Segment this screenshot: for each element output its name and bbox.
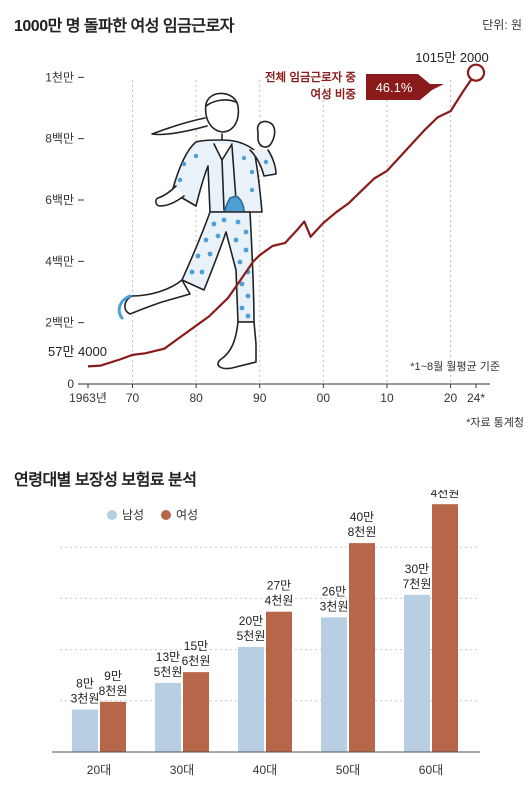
bar-value-label: 8천원 [99,683,128,698]
bar-value-label: 3천원 [71,691,100,706]
vertical-grid [132,80,452,384]
x-tick-label: 10 [380,391,394,405]
bar-value-label: 15만 [184,639,208,653]
female-wage-worker-line [87,72,477,368]
bar-value-label: 4천원 [431,490,460,500]
x-tick-label: 00 [317,391,331,405]
running-woman-illustration [117,92,277,370]
x-tick-label: 24* [467,391,485,405]
bar-value-label: 26만 [322,584,346,598]
chart1-title: 1000만 명 돌파한 여성 임금근로자 [14,18,235,35]
bar-female [266,611,292,752]
y-tick-label: 0 [67,377,74,391]
x-axis-labels: 20대 30대 40대 50대 60대 [87,763,443,777]
bar-value-label: 5천원 [154,664,183,679]
legend-swatch-female [161,510,171,520]
legend-label-male: 남성 [122,508,144,522]
bar-value-label: 40만 [350,510,374,524]
bar-male [321,617,347,752]
callout-value: 46.1% [376,80,413,95]
y-axis: 0 2백만 4백만 6백만 8백만 1천만 [45,69,84,391]
x-category-label: 20대 [87,763,111,777]
bar-female [183,672,209,752]
x-axis: 1963년 70 80 90 00 10 20 24* [69,383,490,405]
line-chart: 0 2백만 4백만 6백만 8백만 1천만 1963년 70 80 90 00 10 20 24* [45,50,524,429]
legend-label-female: 여성 [176,508,198,522]
bar-value-label: 20만 [239,614,263,628]
x-tick-label: 1963년 [69,391,107,405]
bar-value-label: 5천원 [237,628,266,643]
bar-value-label: 8만 [76,677,94,691]
x-tick-label: 90 [253,391,267,405]
y-tick-label: 4백만 [45,254,74,268]
x-category-label: 40대 [253,763,277,777]
bar-male [238,647,264,752]
line-endpoint-marker [466,63,486,82]
bar-value-label: 30만 [405,562,429,576]
bar-chart: 남성 여성 8만3천원9만8천원13만5천원15만6천원20만5천원27만4천원… [52,490,480,777]
callout-text-line1: 전체 임금근로자 중 [265,70,356,84]
bar-value-label: 27만 [267,579,291,593]
annotation-end-value: 1015만 2000 [415,50,488,65]
bar-male [72,709,98,752]
callout-text-line2: 여성 비중 [310,87,356,101]
x-tick-label: 80 [189,391,203,405]
bar-value-label: 4천원 [265,593,294,608]
x-tick-label: 70 [126,391,140,405]
bar-value-label: 8천원 [348,524,377,539]
legend-swatch-male [107,510,117,520]
bar-value-label: 13만 [156,650,180,664]
bars: 8만3천원9만8천원13만5천원15만6천원20만5천원27만4천원26만3천원… [71,490,460,752]
bar-value-label: 6천원 [182,653,211,668]
bar-value-label: 7천원 [403,576,432,591]
chart2-title: 연령대별 보장성 보험료 분석 [14,472,197,489]
y-tick-label: 2백만 [45,316,74,330]
legend: 남성 여성 [107,508,198,522]
chart1-unit: 단위: 원 [482,18,522,32]
y-tick-label: 1천만 [45,69,74,84]
callout-box [366,74,444,100]
bar-value-label: 3천원 [320,598,349,613]
x-category-label: 50대 [336,763,360,777]
chart1-source: *자료 통계청 [466,416,524,429]
bar-male [155,682,181,752]
bar-value-label: 9만 [104,669,122,683]
x-category-label: 30대 [170,763,194,777]
bar-male [404,594,430,752]
share-callout: 전체 임금근로자 중 여성 비중 46.1% [265,70,444,101]
x-tick-label: 20 [444,391,458,405]
bar-female [349,543,375,752]
y-tick-label: 6백만 [45,193,74,207]
annotation-start-value: 57만 4000 [48,344,107,359]
y-tick-label: 8백만 [45,132,74,146]
bar-female [432,504,458,752]
chart1-footnote: *1~8월 월평균 기준 [410,360,500,373]
bar-female [100,701,126,752]
x-category-label: 60대 [419,763,443,777]
